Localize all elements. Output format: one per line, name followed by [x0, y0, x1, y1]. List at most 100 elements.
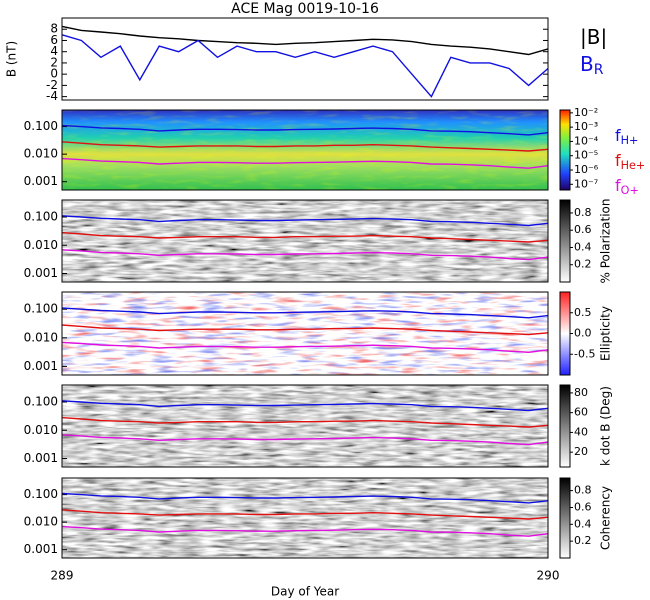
colorbar-tick-label: 0.6 — [574, 223, 592, 236]
spectrogram-texture — [62, 478, 548, 558]
colorbar — [559, 199, 571, 283]
colorbar-tick-label: 0.8 — [574, 484, 592, 497]
data-line — [61, 141, 549, 152]
legend-name: B — [580, 52, 594, 76]
y-tick-label: 0.010 — [24, 515, 58, 529]
colorbar-tick-label: -0.5 — [574, 347, 595, 360]
legend-name: |B| — [580, 25, 607, 49]
y-tick-label: 0.010 — [24, 238, 58, 252]
legend-label: fO+ — [615, 176, 639, 198]
colorbar-tick-label: 10⁻² — [574, 106, 598, 119]
panel-frame — [61, 477, 549, 559]
legend-sub: O+ — [621, 184, 639, 197]
data-line — [61, 341, 549, 354]
x-axis-label: Day of Year — [271, 585, 339, 599]
data-line — [61, 324, 549, 336]
colorbar-label: k dot B (Deg) — [599, 386, 613, 466]
data-line — [61, 307, 549, 319]
y-tick-label: 4 — [50, 44, 58, 58]
y-tick-label: 0.001 — [24, 359, 58, 373]
colorbar-tick-label: 0.0 — [574, 327, 592, 340]
data-line — [61, 249, 549, 261]
colorbar-tick-label: 60 — [574, 406, 588, 419]
data-line — [61, 434, 549, 446]
colorbar-tick-label: 10⁻⁵ — [574, 149, 598, 162]
y-tick-label: 0.100 — [24, 210, 58, 224]
colorbar-tick-label: 20 — [574, 445, 588, 458]
colorbar — [559, 477, 571, 559]
y-tick-label: 0.010 — [24, 330, 58, 344]
y-tick-label: 6 — [50, 33, 58, 47]
y-tick-label: 0.100 — [24, 395, 58, 409]
panel-frame — [61, 109, 549, 191]
colorbar-tick-label: 40 — [574, 425, 588, 438]
data-line — [61, 525, 549, 537]
chart-title: ACE Mag 0019-10-16 — [231, 1, 379, 17]
colorbar-label: % Polarization — [599, 199, 613, 284]
colorbar-tick-label: 10⁻⁴ — [574, 134, 599, 147]
legend-label: |B| — [580, 25, 607, 49]
spectrogram-texture — [62, 200, 548, 282]
y-tick-label: 0.010 — [24, 147, 58, 161]
y-tick-label: -4 — [46, 89, 58, 103]
colorbar-tick-label: 0.6 — [574, 500, 592, 513]
legend-name: f — [615, 126, 621, 145]
y-tick-label: -2 — [46, 78, 58, 92]
panel-frame — [61, 384, 549, 468]
spectrogram-texture — [62, 110, 548, 190]
x-tick-label: 290 — [537, 569, 560, 583]
colorbar-tick-label: 10⁻³ — [574, 120, 598, 133]
y-tick-label: 0.001 — [24, 174, 58, 188]
legend-label: fHe+ — [615, 151, 645, 173]
colorbar — [559, 291, 571, 376]
colorbar-tick-label: 0.2 — [574, 258, 592, 271]
data-line — [61, 400, 549, 412]
legend-sub: R — [594, 62, 604, 78]
colorbar-tick-label: 0.8 — [574, 206, 592, 219]
data-line — [61, 492, 549, 504]
spectrogram-texture — [62, 385, 548, 467]
y-tick-label: 0.100 — [24, 487, 58, 501]
y-tick-label: 0.001 — [24, 266, 58, 280]
colorbar-tick-label: 0.5 — [574, 306, 592, 319]
y-tick-label: 8 — [50, 22, 58, 36]
data-line — [61, 34, 549, 98]
y-tick-label: 0.100 — [24, 119, 58, 133]
legend-sub: H+ — [621, 134, 639, 147]
y-tick-label: 0.001 — [24, 542, 58, 556]
data-line — [61, 215, 549, 227]
legend-label: fH+ — [615, 126, 638, 148]
data-line — [61, 124, 549, 136]
colorbar-tick-label: 0.2 — [574, 534, 592, 547]
colorbar — [559, 384, 571, 468]
legend-name: f — [615, 176, 621, 195]
data-line — [61, 25, 549, 56]
y-tick-label: 2 — [50, 55, 58, 69]
legend-sub: He+ — [621, 159, 646, 172]
legend-name: f — [615, 151, 621, 170]
data-line — [61, 509, 549, 520]
y-tick-label: 0.001 — [24, 451, 58, 465]
legend-label: BR — [580, 52, 604, 79]
colorbar-tick-label: 10⁻⁶ — [574, 163, 599, 176]
colorbar-tick-label: 10⁻⁷ — [574, 177, 598, 190]
colorbar — [559, 109, 571, 191]
y-tick-label: 0.100 — [24, 302, 58, 316]
y-axis-label: B (nT) — [5, 41, 19, 77]
data-line — [61, 416, 549, 428]
spectrogram-texture — [62, 292, 548, 375]
data-line — [61, 231, 549, 243]
panel-frame — [61, 17, 549, 101]
y-tick-label: 0.010 — [24, 423, 58, 437]
y-tick-label: 0 — [50, 67, 58, 81]
colorbar-tick-label: 0.4 — [574, 240, 592, 253]
data-line — [61, 157, 549, 169]
colorbar-label: Ellipticity — [599, 306, 613, 361]
panel-frame — [61, 199, 549, 283]
x-tick-label: 289 — [51, 569, 74, 583]
colorbar-tick-label: 0.4 — [574, 517, 592, 530]
colorbar-label: Coherency — [599, 486, 613, 550]
colorbar-tick-label: 80 — [574, 386, 588, 399]
panel-frame — [61, 291, 549, 376]
